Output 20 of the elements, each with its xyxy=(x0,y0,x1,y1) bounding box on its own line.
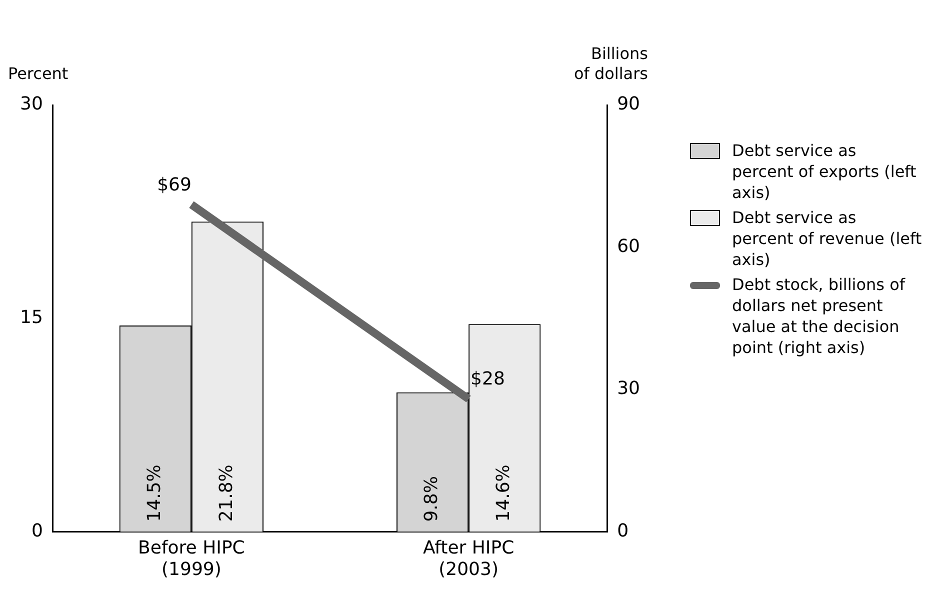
data-label: 14.6% xyxy=(493,464,514,522)
legend-label: Debt service as percent of exports (left axis) xyxy=(732,140,918,203)
y-tick-label: 30 xyxy=(20,94,43,115)
x-tick-label: After HIPC (2003) xyxy=(422,537,514,580)
y-axis-title: Percent xyxy=(8,64,68,84)
y2-tick-label: 30 xyxy=(617,378,640,400)
legend-label: Debt service as percent of revenue (left axis) xyxy=(732,207,922,270)
data-label: 14.5% xyxy=(144,464,166,522)
data-label: 9.8% xyxy=(421,476,442,522)
y2-tick-label: 90 xyxy=(617,94,640,115)
legend-label: Debt stock, billions of dollars net present value at the decision point (right axis) xyxy=(732,274,906,358)
y2-axis-title: Billions of dollars xyxy=(574,44,648,84)
data-label: $28 xyxy=(470,368,505,390)
y-tick-label: 15 xyxy=(20,307,43,328)
y-tick-label: 0 xyxy=(31,520,43,542)
y2-tick-label: 0 xyxy=(617,520,629,542)
x-tick-label: Before HIPC (1999) xyxy=(138,537,245,580)
data-label: 21.8% xyxy=(216,464,238,522)
y2-tick-label: 60 xyxy=(617,236,640,257)
data-label: $69 xyxy=(157,174,192,196)
